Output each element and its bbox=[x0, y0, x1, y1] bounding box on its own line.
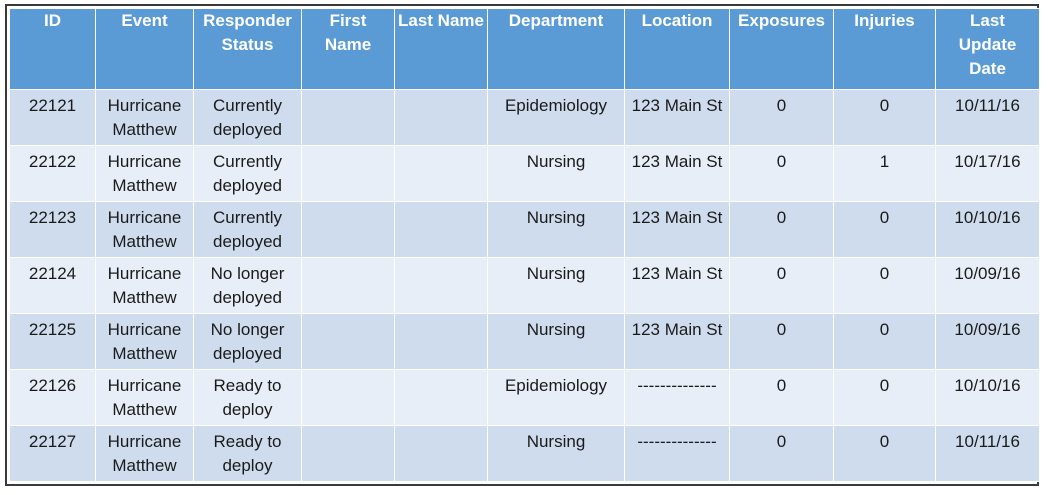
cell-department: Nursing bbox=[487, 257, 625, 314]
cell-injuries: 0 bbox=[833, 425, 936, 482]
cell-location: -------------- bbox=[624, 425, 730, 482]
col-header-last-update-date[interactable]: Last Update Date bbox=[935, 8, 1040, 90]
cell-department: Epidemiology bbox=[487, 369, 625, 426]
cell-last-name bbox=[394, 425, 488, 482]
cell-event: Hurricane Matthew bbox=[95, 201, 194, 258]
cell-first-name bbox=[301, 201, 395, 258]
cell-exposures: 0 bbox=[729, 145, 834, 202]
cell-last-update-date: 10/09/16 bbox=[935, 257, 1040, 314]
cell-last-name bbox=[394, 201, 488, 258]
cell-injuries: 0 bbox=[833, 89, 936, 146]
cell-responder-status: Ready to deploy bbox=[193, 425, 302, 482]
cell-location: 123 Main St bbox=[624, 201, 730, 258]
responder-table-frame: ID Event Responder Status First Name Las… bbox=[5, 4, 1040, 486]
cell-first-name bbox=[301, 425, 395, 482]
col-header-responder-status[interactable]: Responder Status bbox=[193, 8, 302, 90]
cell-injuries: 0 bbox=[833, 201, 936, 258]
cell-department: Nursing bbox=[487, 313, 625, 370]
cell-responder-status: No longer deployed bbox=[193, 257, 302, 314]
cell-injuries: 0 bbox=[833, 257, 936, 314]
cell-exposures: 0 bbox=[729, 313, 834, 370]
cell-location: -------------- bbox=[624, 369, 730, 426]
cell-last-name bbox=[394, 313, 488, 370]
cell-department: Nursing bbox=[487, 425, 625, 482]
cell-last-update-date: 10/09/16 bbox=[935, 313, 1040, 370]
cell-location: 123 Main St bbox=[624, 145, 730, 202]
cell-last-name bbox=[394, 89, 488, 146]
table-row[interactable]: 22127 Hurricane Matthew Ready to deploy Nur… bbox=[9, 425, 1040, 482]
table-row[interactable]: 22126 Hurricane Matthew Ready to deploy Epi… bbox=[9, 369, 1040, 426]
col-header-injuries[interactable]: Injuries bbox=[833, 8, 936, 90]
cell-exposures: 0 bbox=[729, 201, 834, 258]
cell-last-update-date: 10/17/16 bbox=[935, 145, 1040, 202]
cell-event: Hurricane Matthew bbox=[95, 145, 194, 202]
cell-first-name bbox=[301, 257, 395, 314]
cell-responder-status: Currently deployed bbox=[193, 89, 302, 146]
responder-table: ID Event Responder Status First Name Las… bbox=[9, 8, 1040, 482]
cell-last-update-date: 10/10/16 bbox=[935, 201, 1040, 258]
cell-last-update-date: 10/11/16 bbox=[935, 425, 1040, 482]
cell-injuries: 0 bbox=[833, 313, 936, 370]
cell-responder-status: Currently deployed bbox=[193, 145, 302, 202]
cell-department: Epidemiology bbox=[487, 89, 625, 146]
cell-first-name bbox=[301, 145, 395, 202]
cell-id: 22127 bbox=[9, 425, 96, 482]
col-header-event[interactable]: Event bbox=[95, 8, 194, 90]
cell-responder-status: No longer deployed bbox=[193, 313, 302, 370]
cell-id: 22122 bbox=[9, 145, 96, 202]
cell-first-name bbox=[301, 89, 395, 146]
table-row[interactable]: 22121 Hurricane Matthew Currently deployed… bbox=[9, 89, 1040, 146]
col-header-exposures[interactable]: Exposures bbox=[729, 8, 834, 90]
col-header-first-name[interactable]: First Name bbox=[301, 8, 395, 90]
cell-event: Hurricane Matthew bbox=[95, 369, 194, 426]
cell-event: Hurricane Matthew bbox=[95, 425, 194, 482]
cell-location: 123 Main St bbox=[624, 313, 730, 370]
table-row[interactable]: 22124 Hurricane Matthew No longer deployed… bbox=[9, 257, 1040, 314]
cell-last-update-date: 10/10/16 bbox=[935, 369, 1040, 426]
table-body: 22121 Hurricane Matthew Currently deployed… bbox=[9, 89, 1040, 482]
table-row[interactable]: 22123 Hurricane Matthew Currently deployed… bbox=[9, 201, 1040, 258]
cell-first-name bbox=[301, 313, 395, 370]
cell-exposures: 0 bbox=[729, 369, 834, 426]
col-header-location[interactable]: Location bbox=[624, 8, 730, 90]
cell-id: 22125 bbox=[9, 313, 96, 370]
cell-id: 22123 bbox=[9, 201, 96, 258]
cell-responder-status: Currently deployed bbox=[193, 201, 302, 258]
cell-responder-status: Ready to deploy bbox=[193, 369, 302, 426]
cell-injuries: 0 bbox=[833, 369, 936, 426]
col-header-id[interactable]: ID bbox=[9, 8, 96, 90]
table-row[interactable]: 22122 Hurricane Matthew Currently deployed… bbox=[9, 145, 1040, 202]
cell-location: 123 Main St bbox=[624, 89, 730, 146]
header-row: ID Event Responder Status First Name Las… bbox=[9, 8, 1040, 90]
cell-injuries: 1 bbox=[833, 145, 936, 202]
cell-id: 22121 bbox=[9, 89, 96, 146]
cell-id: 22124 bbox=[9, 257, 96, 314]
cell-department: Nursing bbox=[487, 201, 625, 258]
col-header-department[interactable]: Department bbox=[487, 8, 625, 90]
cell-event: Hurricane Matthew bbox=[95, 313, 194, 370]
cell-id: 22126 bbox=[9, 369, 96, 426]
cell-last-update-date: 10/11/16 bbox=[935, 89, 1040, 146]
cell-location: 123 Main St bbox=[624, 257, 730, 314]
cell-exposures: 0 bbox=[729, 89, 834, 146]
cell-exposures: 0 bbox=[729, 425, 834, 482]
cell-exposures: 0 bbox=[729, 257, 834, 314]
col-header-last-name[interactable]: Last Name bbox=[394, 8, 488, 90]
table-row[interactable]: 22125 Hurricane Matthew No longer deployed… bbox=[9, 313, 1040, 370]
cell-event: Hurricane Matthew bbox=[95, 257, 194, 314]
cell-last-name bbox=[394, 369, 488, 426]
cell-last-name bbox=[394, 257, 488, 314]
cell-last-name bbox=[394, 145, 488, 202]
cell-event: Hurricane Matthew bbox=[95, 89, 194, 146]
cell-first-name bbox=[301, 369, 395, 426]
cell-department: Nursing bbox=[487, 145, 625, 202]
